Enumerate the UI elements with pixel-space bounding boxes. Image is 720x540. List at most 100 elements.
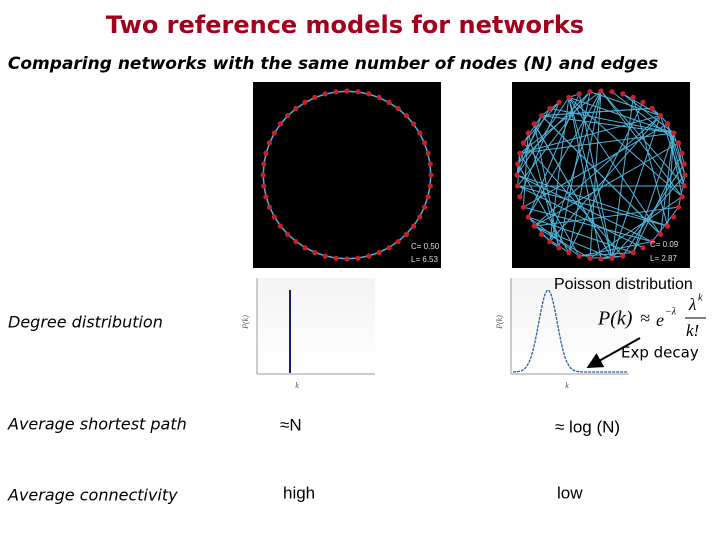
node <box>302 99 308 105</box>
node <box>395 105 401 111</box>
node <box>531 223 537 229</box>
node <box>376 94 382 100</box>
node <box>422 204 428 210</box>
edge <box>600 90 683 198</box>
formula-numerator: λ <box>688 295 696 314</box>
node <box>515 183 521 189</box>
edge <box>517 108 551 165</box>
node <box>366 91 372 97</box>
node <box>376 250 382 256</box>
node <box>576 91 582 97</box>
edge <box>600 90 685 187</box>
edge <box>632 97 669 227</box>
edge <box>549 90 602 242</box>
edge <box>541 115 674 134</box>
edge <box>579 252 634 257</box>
node <box>333 255 339 261</box>
edge <box>659 115 685 187</box>
node <box>277 121 283 127</box>
edge <box>667 123 685 187</box>
node <box>630 94 636 100</box>
node <box>386 245 392 251</box>
edge <box>519 115 661 154</box>
node <box>366 253 372 259</box>
edge <box>534 225 591 259</box>
node <box>681 183 687 189</box>
poisson-curve <box>513 289 627 373</box>
node <box>355 89 361 95</box>
node <box>271 214 277 220</box>
x-label: k <box>565 381 569 390</box>
node <box>539 231 545 237</box>
node <box>598 256 604 262</box>
node <box>587 89 593 95</box>
node <box>517 150 523 156</box>
node <box>285 113 291 119</box>
path-length-label: L= 2.87 <box>650 254 677 263</box>
node <box>263 194 269 200</box>
regular-network <box>260 88 434 262</box>
edge <box>632 153 683 253</box>
node <box>261 161 267 167</box>
node <box>556 245 562 251</box>
node <box>525 214 531 220</box>
node <box>263 150 269 156</box>
edge <box>622 93 675 134</box>
node <box>427 183 433 189</box>
node <box>395 239 401 245</box>
node <box>355 255 361 261</box>
edge <box>611 91 679 144</box>
formula-base-power: −λ <box>665 306 677 317</box>
edge <box>516 97 570 176</box>
node <box>422 140 428 146</box>
node <box>417 214 423 220</box>
node <box>520 140 526 146</box>
node <box>515 161 521 167</box>
node <box>322 91 328 97</box>
clustering-label: C= 0.50 <box>411 242 440 251</box>
edge <box>523 206 653 243</box>
node <box>609 255 615 261</box>
regular-network-image <box>253 82 441 268</box>
node <box>531 121 537 127</box>
node <box>261 183 267 189</box>
edge <box>517 185 644 249</box>
edge <box>541 115 661 235</box>
edge <box>579 241 653 257</box>
random-value: low <box>557 483 583 502</box>
formula-numerator-power: k <box>698 292 703 303</box>
edge <box>651 206 680 242</box>
node <box>649 105 655 111</box>
node <box>411 223 417 229</box>
node <box>649 239 655 245</box>
edge <box>622 163 685 257</box>
node <box>293 239 299 245</box>
formula-denominator: k! <box>686 321 699 340</box>
node <box>425 194 431 200</box>
edge <box>517 163 570 253</box>
edge <box>589 91 661 117</box>
edge <box>549 107 674 134</box>
node <box>312 250 318 256</box>
node <box>547 105 553 111</box>
edge <box>527 93 580 218</box>
edge <box>527 90 602 218</box>
random-value: ≈ log (N) <box>555 417 620 436</box>
subtitle: Comparing networks with the same number … <box>8 54 658 74</box>
node <box>293 105 299 111</box>
random-network <box>514 88 688 262</box>
node <box>679 150 685 156</box>
node <box>322 253 328 259</box>
node <box>333 89 339 95</box>
edge <box>622 93 661 117</box>
node <box>620 91 626 97</box>
edge <box>522 115 543 144</box>
edge <box>519 153 580 257</box>
node <box>425 150 431 156</box>
edge <box>568 97 602 260</box>
y-label: P(k) <box>241 315 250 330</box>
edge <box>541 233 570 254</box>
node <box>285 231 291 237</box>
node <box>266 140 272 146</box>
